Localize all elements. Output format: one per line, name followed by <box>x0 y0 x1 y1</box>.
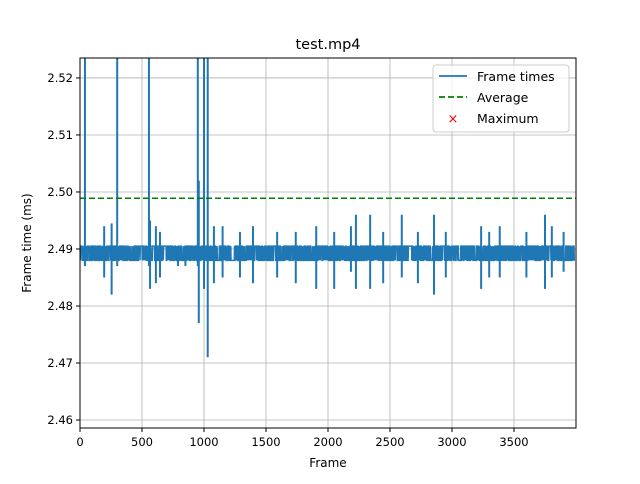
x-axis-label: Frame <box>309 456 346 470</box>
legend-marker-maximum: × <box>448 112 459 127</box>
x-tick-label: 500 <box>131 435 153 449</box>
x-tick-label: 3000 <box>437 435 466 449</box>
y-tick-label: 2.52 <box>47 71 73 85</box>
y-axis-label: Frame time (ms) <box>20 193 34 292</box>
legend-label-frame-times: Frame times <box>477 69 555 84</box>
series-layer <box>80 58 576 358</box>
legend-box <box>432 64 570 133</box>
x-tick-label: 1000 <box>189 435 218 449</box>
x-axis: 0 500 1000 1500 2000 2500 3000 3500 <box>76 428 529 449</box>
x-tick-label: 0 <box>76 435 83 449</box>
y-tick-label: 2.49 <box>47 242 73 256</box>
frame-times-line <box>80 245 576 262</box>
y-tick-label: 2.50 <box>47 185 73 199</box>
y-tick-label: 2.48 <box>47 299 73 313</box>
y-tick-label: 2.46 <box>47 413 73 427</box>
x-tick-label: 2000 <box>313 435 342 449</box>
y-tick-label: 2.47 <box>47 356 73 370</box>
y-axis: 2.46 2.47 2.48 2.49 2.50 2.51 2.52 <box>47 71 80 427</box>
legend-label-maximum: Maximum <box>477 111 539 126</box>
chart-title: test.mp4 <box>295 37 360 53</box>
legend: Frame times Average × Maximum <box>432 64 570 133</box>
legend-label-average: Average <box>477 90 529 105</box>
y-tick-label: 2.51 <box>47 128 73 142</box>
x-tick-label: 3500 <box>499 435 528 449</box>
x-tick-label: 2500 <box>375 435 404 449</box>
x-tick-label: 1500 <box>251 435 280 449</box>
